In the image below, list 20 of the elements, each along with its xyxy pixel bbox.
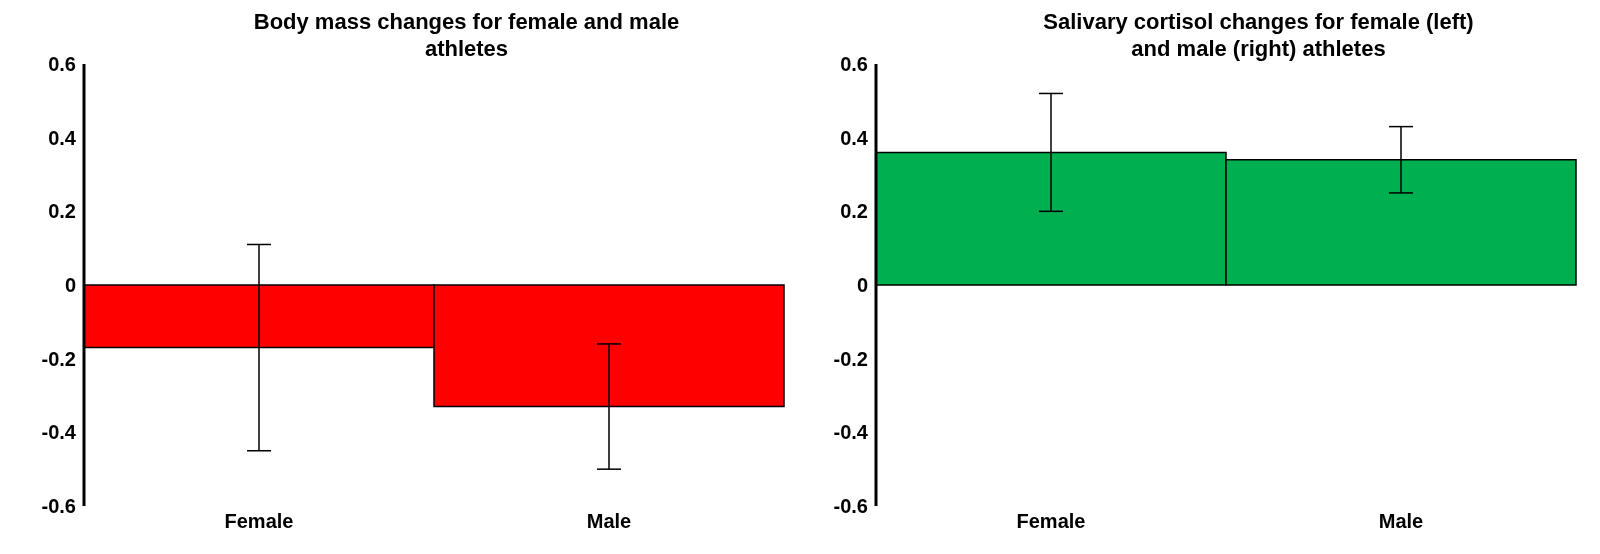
y-tick-label: 0.6 — [48, 53, 76, 76]
y-tick-label: -0.6 — [41, 495, 76, 518]
x-tick-label: Female — [224, 510, 294, 533]
y-tick-label: -0.4 — [41, 421, 77, 444]
y-tick-label: 0.4 — [840, 126, 869, 149]
y-tick-label: -0.2 — [41, 347, 76, 370]
y-tick-label: 0 — [64, 274, 76, 297]
y-tick-label: -0.6 — [833, 495, 868, 518]
x-tick-label: Female — [1016, 510, 1086, 533]
x-tick-label: Male — [586, 510, 632, 533]
chart-title: Salivary cortisol changes for female (left) and male (right) athletes — [1042, 8, 1475, 62]
y-tick-label: 0.2 — [840, 200, 868, 223]
y-tick-label: 0.6 — [840, 53, 868, 76]
y-tick-label: 0.4 — [48, 126, 77, 149]
y-tick-label: -0.4 — [833, 421, 869, 444]
x-tick-label: Male — [1378, 510, 1424, 533]
chart-title: Body mass changes for female and male athletes — [252, 8, 681, 62]
y-tick-label: -0.2 — [833, 347, 868, 370]
y-tick-label: 0.2 — [48, 200, 76, 223]
y-tick-label: 0 — [856, 274, 868, 297]
